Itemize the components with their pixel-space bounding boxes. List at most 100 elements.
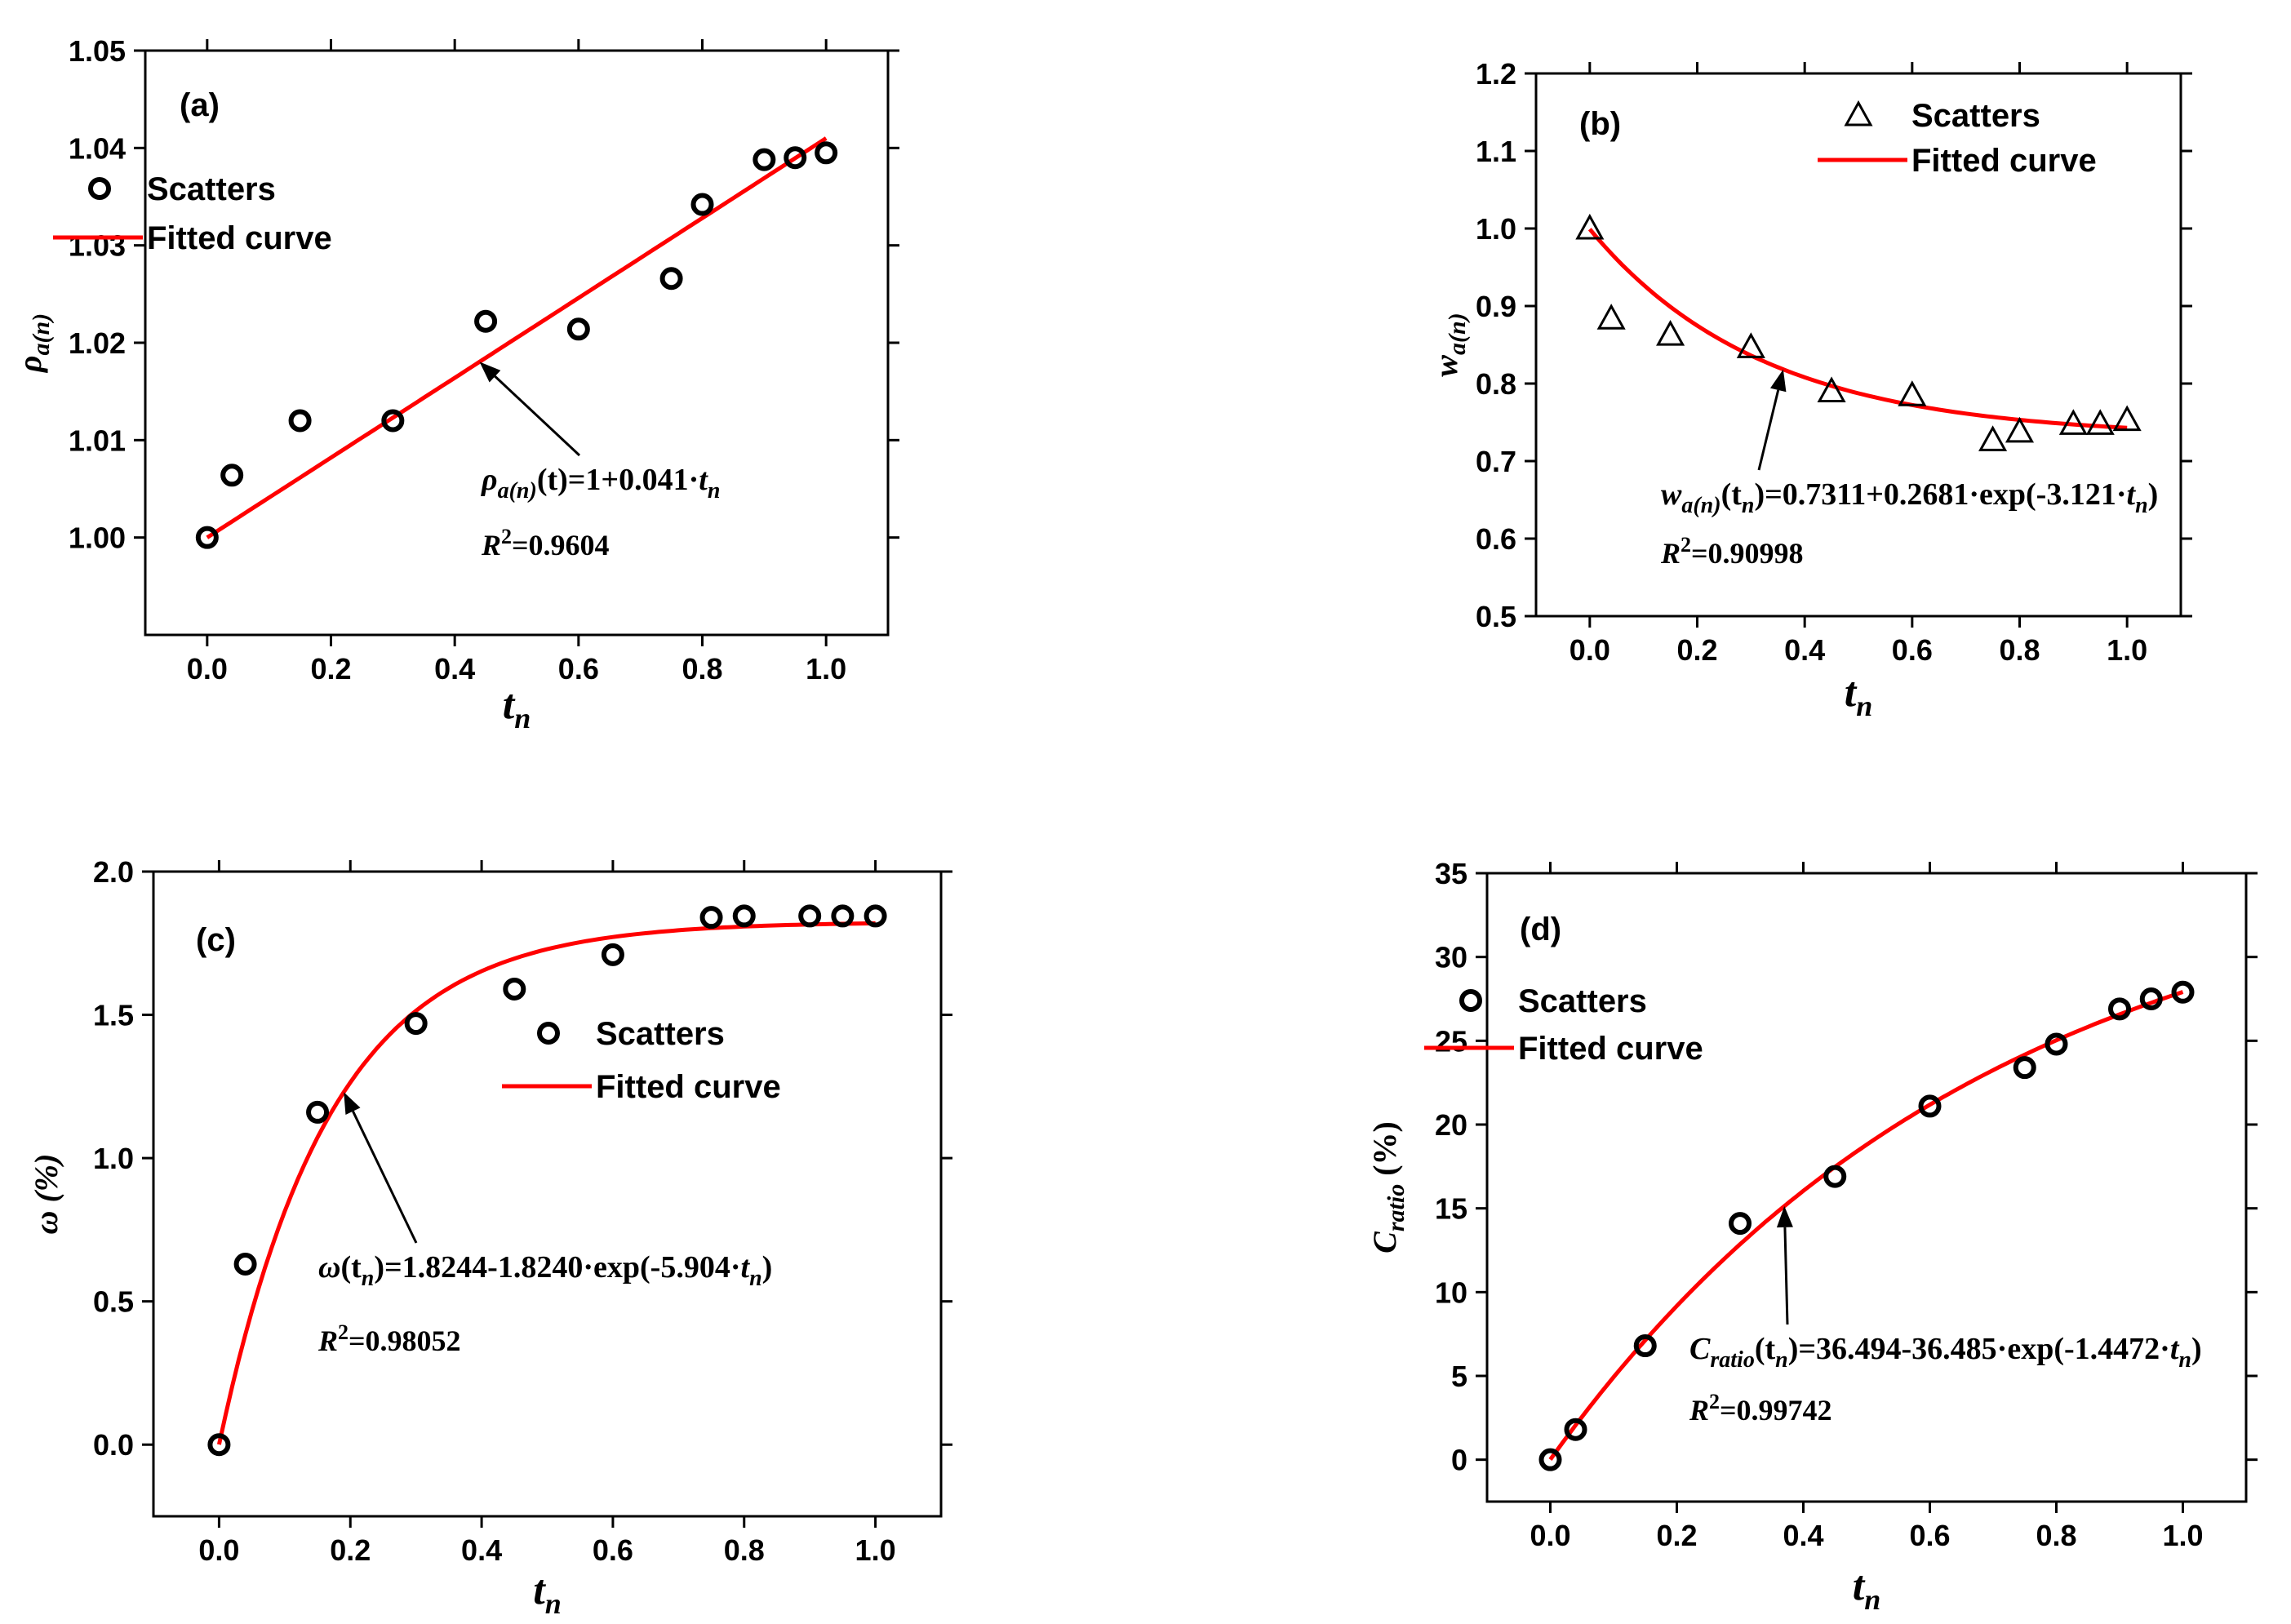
scatter-point: [1978, 425, 2008, 451]
eq-lhs: ω: [318, 1250, 340, 1285]
annotation-arrow-head: [344, 1092, 361, 1116]
chart-panel-d: 0.0 0.2 0.4 0.6 0.8 1.005101520253035tnCratio…: [1366, 857, 2258, 1616]
eq-lhs-sub: a(n): [1681, 493, 1720, 518]
x-axis-label-sub: n: [545, 1587, 562, 1620]
y-tick-label: 25: [1435, 1024, 1467, 1058]
y-tick-label: 5: [1451, 1360, 1467, 1393]
eq-lhs: C: [1689, 1332, 1711, 1366]
y-tick-label: 15: [1435, 1192, 1467, 1226]
scatter-point: [1918, 1094, 1942, 1118]
scatter-point: [233, 1253, 257, 1276]
r2-label: R: [1660, 537, 1681, 570]
x-tick-label: 0.0: [187, 652, 228, 686]
x-axis-label: tn: [1845, 669, 1872, 722]
eq-tail: ): [2191, 1332, 2202, 1366]
eq-arg-sub: n: [1775, 1347, 1788, 1373]
eq-var-sub: n: [2135, 493, 2148, 518]
scatter-point: [690, 193, 714, 216]
annotation-arrow-line: [1757, 389, 1780, 471]
scatter-point: [2005, 416, 2035, 443]
legend-label-fitted: Fitted curve: [1911, 143, 2097, 179]
y-tick-label: 1.03: [69, 229, 126, 263]
scatter-point: [784, 146, 807, 170]
y-axis-label-main: ω (%): [28, 1154, 64, 1235]
eq-arg-sub: n: [1742, 493, 1755, 518]
y-tick-label: 0.8: [1476, 367, 1516, 401]
y-tick-label: 0.9: [1476, 290, 1516, 323]
y-tick-label: 0: [1451, 1444, 1467, 1477]
x-axis-label-sub: n: [1864, 1583, 1880, 1616]
r2-value: =0.90998: [1691, 537, 1804, 570]
scatter-point: [404, 1012, 428, 1036]
plot-frame: [152, 870, 943, 1518]
y-axis-label: wa(n): [1427, 313, 1471, 376]
scatter-point: [195, 526, 219, 549]
y-axis-label-sub: a(n): [1444, 313, 1471, 355]
legend-marker-scatters: [1459, 989, 1482, 1012]
eq-tail: ): [2148, 477, 2159, 512]
scatter-point: [1729, 1212, 1752, 1236]
r2-value: =0.98052: [349, 1324, 461, 1357]
r2-value: =0.9604: [512, 529, 610, 561]
scatter-point: [1656, 320, 1685, 346]
x-tick-label: 1.0: [2162, 1519, 2203, 1552]
y-tick-label: 1.04: [69, 131, 126, 165]
scatter-point: [220, 464, 244, 487]
y-tick-label: 1.05: [69, 34, 126, 68]
eq-lhs-sub: ratio: [1710, 1347, 1754, 1373]
plot-frame: [1534, 72, 2182, 618]
scatter-point: [732, 904, 756, 928]
r-squared: R2=0.90998: [1660, 533, 1804, 570]
y-tick-label: 0.5: [93, 1285, 134, 1319]
fit-equation: ω(tn)=1.8244-1.8240·exp(-5.904·tn): [318, 1250, 772, 1291]
y-tick-label: 2.0: [93, 855, 134, 889]
scatter-point: [659, 267, 683, 291]
y-tick-label: 20: [1435, 1108, 1467, 1142]
eq-tail: ): [762, 1250, 773, 1285]
x-tick-label: 0.4: [461, 1533, 502, 1567]
y-tick-label: 1.01: [69, 424, 126, 457]
eq-var-sub: n: [2178, 1347, 2191, 1373]
scatter-point: [2112, 405, 2142, 432]
legend-marker-scatters: [88, 177, 111, 200]
legend-label-fitted: Fitted curve: [147, 220, 332, 256]
eq-rhs: =36.494-36.485·exp(-1.4472·: [1798, 1332, 2169, 1366]
scatter-point: [306, 1100, 330, 1124]
panel-label: (b): [1579, 106, 1621, 142]
y-tick-label: 1.02: [69, 326, 126, 360]
fitted-curve-line: [206, 136, 828, 539]
y-axis-label-suffix: (%): [1366, 1121, 1403, 1184]
y-tick-label: 1.2: [1476, 57, 1516, 91]
fitted-curve-line: [216, 921, 876, 1445]
fitted-curve-line: [1548, 990, 2184, 1461]
x-axis-label-main: t: [1853, 1563, 1866, 1609]
scatter-point: [381, 409, 405, 433]
fitted-curve-line: [1587, 228, 2128, 430]
annotation-arrow-head: [1776, 1205, 1793, 1228]
legend-label-fitted: Fitted curve: [1518, 1031, 1703, 1067]
eq-arg: (t: [1721, 477, 1743, 512]
x-tick-label: 0.0: [198, 1533, 239, 1567]
annotation-arrow-line: [1783, 1227, 1789, 1325]
x-axis-label-main: t: [533, 1567, 546, 1613]
x-tick-label: 1.0: [2107, 633, 2147, 667]
y-axis-label: ω (%): [28, 1154, 64, 1235]
x-tick-label: 0.0: [1570, 633, 1610, 667]
r2-label: R: [1689, 1394, 1709, 1427]
eq-arg: (t: [1755, 1332, 1776, 1366]
panel-label: (d): [1520, 912, 1561, 947]
r2-sup: 2: [1681, 533, 1691, 557]
scatter-point: [864, 904, 887, 928]
y-tick-label: 1.5: [93, 999, 134, 1032]
x-tick-label: 0.6: [593, 1533, 633, 1567]
annotation-arrow-head: [1770, 369, 1787, 393]
x-tick-label: 0.4: [1783, 1519, 1823, 1552]
x-tick-label: 0.6: [558, 652, 599, 686]
scatter-point: [2045, 1032, 2068, 1056]
x-axis-label-main: t: [1845, 669, 1858, 716]
scatter-point: [2013, 1056, 2036, 1080]
scatter-point: [2171, 980, 2195, 1004]
scatter-point: [2058, 409, 2088, 435]
scatter-point: [1538, 1448, 1562, 1471]
